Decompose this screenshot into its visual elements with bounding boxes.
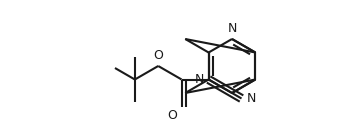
Text: N: N xyxy=(227,22,237,35)
Text: N: N xyxy=(195,73,205,86)
Text: O: O xyxy=(168,108,178,121)
Text: N: N xyxy=(247,92,256,105)
Text: O: O xyxy=(153,49,163,62)
